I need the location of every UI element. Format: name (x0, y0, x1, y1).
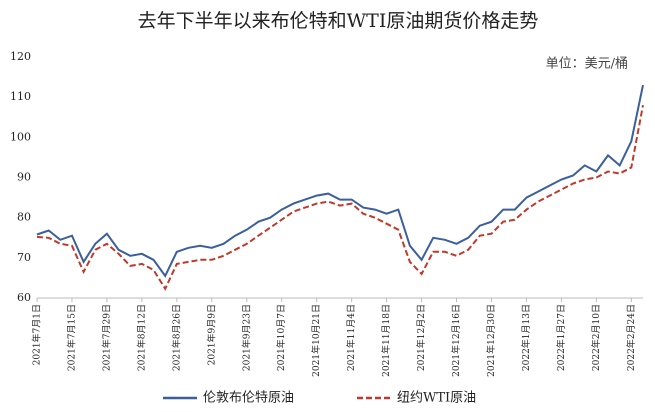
x-tick-label: 2021年10月7日 (275, 304, 287, 371)
y-tick-label: 70 (17, 251, 31, 264)
x-tick-label: 2021年7月29日 (100, 304, 112, 371)
unit-label: 单位：美元/桶 (546, 57, 628, 72)
x-tick-label: 2021年11月18日 (380, 304, 392, 377)
x-tick-label: 2021年8月12日 (135, 304, 147, 371)
legend-label: 伦敦布伦特原油 (203, 390, 294, 406)
y-tick-label: 60 (17, 291, 31, 304)
series-line (36, 84, 644, 278)
chart-title: 去年下半年以来布伦特和WTI原油期货价格走势 (138, 10, 539, 32)
x-tick-label: 2021年10月21日 (310, 304, 322, 377)
x-tick-label: 2021年9月23日 (240, 304, 252, 371)
x-tick-label: 2022年2月10日 (590, 304, 602, 371)
x-tick-label: 2021年9月9日 (205, 304, 217, 365)
x-tick-label: 2021年11月4日 (345, 304, 357, 371)
x-tick-label: 2022年1月13日 (520, 304, 532, 371)
y-tick-label: 110 (10, 90, 31, 103)
x-tick-label: 2021年12月16日 (450, 304, 462, 377)
x-tick-label: 2022年2月24日 (625, 304, 637, 371)
y-tick-label: 120 (10, 50, 31, 63)
legend-label: 纽约WTI原油 (397, 391, 476, 406)
y-tick-label: 100 (10, 130, 31, 143)
x-tick-label: 2021年12月2日 (415, 304, 427, 371)
x-tick-label: 2021年12月30日 (485, 304, 497, 377)
series-line (36, 105, 644, 291)
x-tick-label: 2021年7月1日 (31, 304, 43, 365)
y-tick-label: 90 (17, 171, 31, 184)
x-tick-label: 2021年8月26日 (170, 304, 182, 371)
x-tick-label: 2022年1月27日 (555, 304, 567, 371)
y-tick-label: 80 (17, 211, 31, 224)
x-tick-label: 2021年7月15日 (65, 304, 77, 371)
